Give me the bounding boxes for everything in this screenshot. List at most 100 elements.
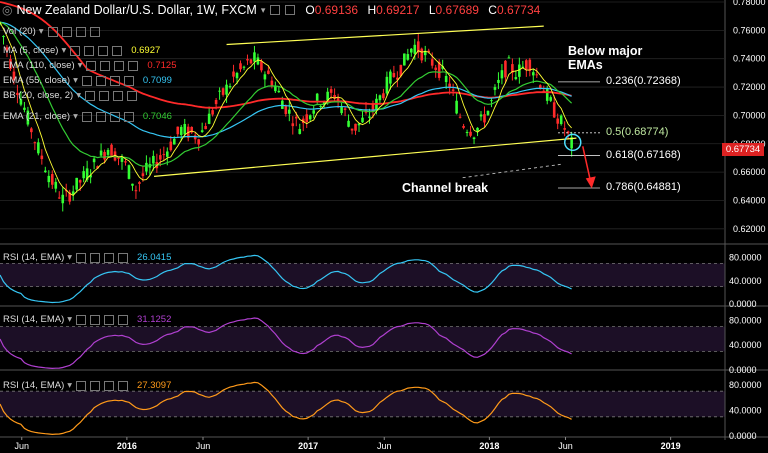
indicator-row[interactable]: EMA (110, close) ▾ 0.7125 xyxy=(3,60,176,71)
close-icon[interactable] xyxy=(112,45,123,56)
x-tick-label: Jun xyxy=(377,441,392,451)
fib-label: 0.618(0.67168) xyxy=(606,148,681,161)
candle-body xyxy=(26,110,30,125)
hide-icon[interactable] xyxy=(90,252,101,263)
rsi-tick-label: 80.0000 xyxy=(729,315,762,325)
indicator-row[interactable]: EMA (55, close) ▾ 0.7099 xyxy=(3,75,172,86)
candle-body xyxy=(246,59,249,61)
candle-body xyxy=(68,192,72,202)
candle-body xyxy=(138,182,141,184)
indicator-label: BB (20, close, 2) xyxy=(3,90,74,101)
candle-body xyxy=(305,114,309,123)
add-icon[interactable] xyxy=(114,60,125,71)
hide-icon[interactable] xyxy=(90,380,101,391)
candle-body xyxy=(75,177,78,190)
hide-icon[interactable] xyxy=(100,60,111,71)
settings-icon[interactable] xyxy=(76,252,87,263)
chevron-down-icon[interactable]: ▾ xyxy=(67,380,73,391)
settings-icon[interactable] xyxy=(81,75,92,86)
candle-body xyxy=(312,110,316,114)
candle-body xyxy=(85,168,89,180)
candle-body xyxy=(169,141,173,151)
indicator-row[interactable]: EMA (21, close) ▾ 0.7046 xyxy=(3,111,172,122)
candle-body xyxy=(23,107,26,110)
close-icon[interactable] xyxy=(118,252,129,263)
symbol-title[interactable]: New Zealand Dollar/U.S. Dollar, 1W, FXCM xyxy=(16,3,257,17)
channel-lower-line xyxy=(154,137,577,177)
settings-icon[interactable] xyxy=(86,60,97,71)
candle-body xyxy=(239,63,242,70)
candle-body xyxy=(319,105,322,107)
chevron-down-icon[interactable]: ▾ xyxy=(77,60,83,71)
chevron-down-icon[interactable]: ▾ xyxy=(260,4,266,15)
chevron-down-icon[interactable]: ▾ xyxy=(67,252,73,263)
settings-icon[interactable] xyxy=(270,5,281,15)
candle-body xyxy=(455,100,458,114)
candle-body xyxy=(221,88,225,95)
candle-body xyxy=(5,47,9,51)
rsi-legend-row[interactable]: RSI (14, EMA) ▾ 27.3097 xyxy=(3,380,171,391)
chevron-down-icon[interactable]: ▾ xyxy=(73,111,78,122)
hide-icon[interactable] xyxy=(99,90,110,101)
settings-icon[interactable] xyxy=(47,26,58,37)
rsi-legend-row[interactable]: RSI (14, EMA) ▾ 31.1252 xyxy=(3,314,171,325)
indicator-row[interactable]: Vol (20) ▾ xyxy=(3,26,100,37)
close-icon[interactable] xyxy=(128,60,139,71)
hide-icon[interactable] xyxy=(285,5,296,15)
candle-body xyxy=(92,158,96,163)
close-icon[interactable] xyxy=(123,111,134,122)
close-icon[interactable] xyxy=(89,26,100,37)
break-circle xyxy=(564,133,582,152)
add-icon[interactable] xyxy=(104,252,115,263)
hide-icon[interactable] xyxy=(61,26,72,37)
rsi-label: RSI (14, EMA) xyxy=(3,314,65,325)
rsi-tick-label: 0.0000 xyxy=(729,365,757,375)
close-icon[interactable] xyxy=(123,75,134,86)
candle-body xyxy=(33,142,37,144)
candle-body xyxy=(336,97,340,101)
chevron-down-icon[interactable]: ▾ xyxy=(76,90,82,101)
candlesticks xyxy=(0,21,573,212)
settings-icon[interactable] xyxy=(70,45,81,56)
settings-icon[interactable] xyxy=(76,380,87,391)
close-icon[interactable] xyxy=(118,314,129,325)
candle-body xyxy=(552,102,556,118)
close-icon[interactable] xyxy=(127,90,138,101)
candle-body xyxy=(329,89,333,93)
add-icon[interactable] xyxy=(104,380,115,391)
indicator-row[interactable]: BB (20, close, 2) ▾ xyxy=(3,90,138,101)
candle-body xyxy=(281,100,284,109)
settings-icon[interactable] xyxy=(76,314,87,325)
symbol-toggle-icon[interactable]: ◎ xyxy=(2,3,13,17)
indicator-label: MA (5, close) xyxy=(3,45,59,56)
settings-icon[interactable] xyxy=(85,90,96,101)
indicator-row[interactable]: MA (5, close) ▾ 0.6927 xyxy=(3,45,160,56)
candle-body xyxy=(172,138,176,145)
add-icon[interactable] xyxy=(75,26,86,37)
add-icon[interactable] xyxy=(104,314,115,325)
indicator-label: Vol (20) xyxy=(3,26,36,37)
add-icon[interactable] xyxy=(98,45,109,56)
add-icon[interactable] xyxy=(113,90,124,101)
candle-body xyxy=(197,139,200,145)
chevron-down-icon[interactable]: ▾ xyxy=(38,26,44,37)
candle-body xyxy=(50,174,54,185)
hide-icon[interactable] xyxy=(95,111,106,122)
candle-body xyxy=(253,52,256,62)
hide-icon[interactable] xyxy=(90,314,101,325)
chevron-down-icon[interactable]: ▾ xyxy=(61,45,67,56)
chevron-down-icon[interactable]: ▾ xyxy=(67,314,73,325)
candle-body xyxy=(441,66,444,69)
add-icon[interactable] xyxy=(109,75,120,86)
hide-icon[interactable] xyxy=(95,75,106,86)
close-icon[interactable] xyxy=(118,380,129,391)
hide-icon[interactable] xyxy=(84,45,95,56)
chevron-down-icon[interactable]: ▾ xyxy=(73,75,78,86)
settings-icon[interactable] xyxy=(81,111,92,122)
candle-body xyxy=(545,88,549,101)
candle-body xyxy=(525,60,528,70)
add-icon[interactable] xyxy=(109,111,120,122)
last-price-tag: 0.67734 xyxy=(722,143,764,156)
rsi-legend-row[interactable]: RSI (14, EMA) ▾ 26.0415 xyxy=(3,252,171,263)
